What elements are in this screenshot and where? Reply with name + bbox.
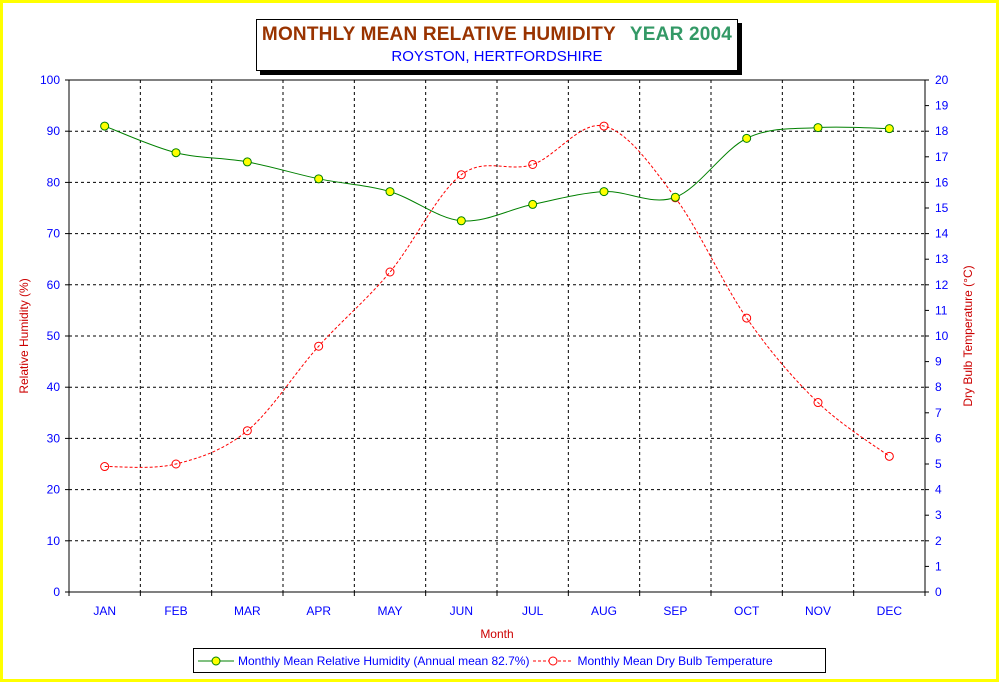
y2-tick-label: 18 bbox=[935, 124, 949, 138]
humidity-point bbox=[314, 174, 324, 184]
temperature-point bbox=[171, 459, 181, 469]
y2-tick-label: 1 bbox=[935, 559, 942, 573]
y2-tick-label: 11 bbox=[935, 303, 948, 317]
y-tick-label: 50 bbox=[47, 329, 61, 343]
legend-label-temperature: Monthly Mean Dry Bulb Temperature bbox=[577, 653, 773, 668]
x-tick-label: FEB bbox=[164, 604, 187, 618]
legend-label-humidity: Monthly Mean Relative Humidity (Annual m… bbox=[238, 653, 530, 668]
y-tick-label: 40 bbox=[47, 380, 61, 394]
legend-swatch-humidity bbox=[198, 656, 234, 665]
temperature-point bbox=[456, 170, 466, 180]
chart-title: MONTHLY MEAN RELATIVE HUMIDITY bbox=[261, 24, 616, 45]
chart-title-line: MONTHLY MEAN RELATIVE HUMIDITY YEAR 2004 bbox=[257, 24, 737, 46]
y2-tick-label: 5 bbox=[935, 457, 942, 471]
x-tick-label: DEC bbox=[877, 604, 903, 618]
y2-tick-label: 8 bbox=[935, 380, 942, 394]
chart-title-box: MONTHLY MEAN RELATIVE HUMIDITY YEAR 2004 … bbox=[256, 19, 738, 71]
y2-tick-label: 12 bbox=[935, 278, 949, 292]
y-tick-label: 60 bbox=[47, 278, 61, 292]
x-tick-label: JUN bbox=[450, 604, 473, 618]
humidity-point bbox=[385, 187, 395, 197]
temperature-point bbox=[742, 313, 752, 323]
y-axis-label: Relative Humidity (%) bbox=[17, 278, 31, 393]
humidity-point bbox=[884, 124, 894, 134]
chart-title-year: YEAR 2004 bbox=[629, 24, 733, 45]
y2-tick-label: 0 bbox=[935, 585, 942, 599]
x-tick-label: JAN bbox=[93, 604, 116, 618]
x-tick-label: SEP bbox=[663, 604, 687, 618]
temperature-point bbox=[385, 267, 395, 277]
y2-tick-label: 17 bbox=[935, 150, 949, 164]
y2-tick-label: 14 bbox=[935, 227, 949, 241]
y2-tick-label: 2 bbox=[935, 534, 942, 548]
y2-tick-label: 6 bbox=[935, 431, 942, 445]
y2-tick-label: 16 bbox=[935, 175, 949, 189]
y2-tick-label: 13 bbox=[935, 252, 949, 266]
series-line-humidity bbox=[104, 125, 890, 222]
chart-legend: Monthly Mean Relative Humidity (Annual m… bbox=[193, 648, 826, 673]
y-tick-label: 10 bbox=[47, 534, 61, 548]
y-tick-label: 100 bbox=[40, 73, 60, 87]
temperature-point bbox=[528, 159, 538, 169]
x-tick-label: NOV bbox=[805, 604, 831, 618]
y2-tick-label: 20 bbox=[935, 73, 949, 87]
temperature-point bbox=[813, 398, 823, 408]
y-tick-label: 80 bbox=[47, 175, 61, 189]
temperature-point bbox=[100, 462, 110, 472]
temperature-point bbox=[599, 121, 609, 131]
y-tick-label: 30 bbox=[47, 431, 61, 445]
x-tick-label: AUG bbox=[591, 604, 617, 618]
y2-axis-label: Dry Bulb Temperature (°C) bbox=[961, 265, 975, 406]
temperature-point bbox=[314, 341, 324, 351]
temperature-point bbox=[884, 451, 894, 461]
chart-subtitle: ROYSTON, HERTFORDSHIRE bbox=[391, 48, 603, 65]
humidity-point bbox=[528, 199, 538, 209]
x-tick-label: APR bbox=[306, 604, 331, 618]
humidity-point bbox=[813, 123, 823, 133]
y-tick-label: 90 bbox=[47, 124, 61, 138]
x-tick-label: MAR bbox=[234, 604, 261, 618]
x-tick-label: MAY bbox=[377, 604, 402, 618]
y2-tick-label: 19 bbox=[935, 99, 949, 113]
humidity-point bbox=[670, 192, 680, 202]
y2-tick-label: 4 bbox=[935, 483, 942, 497]
series-line-temperature bbox=[104, 125, 890, 468]
y2-tick-label: 9 bbox=[935, 355, 942, 369]
humidity-point bbox=[171, 148, 181, 158]
humidity-point bbox=[242, 157, 252, 167]
y2-tick-label: 7 bbox=[935, 406, 942, 420]
temperature-point bbox=[242, 426, 252, 436]
y2-tick-label: 15 bbox=[935, 201, 949, 215]
y-tick-label: 70 bbox=[47, 227, 61, 241]
humidity-point bbox=[456, 216, 466, 226]
x-tick-label: OCT bbox=[734, 604, 760, 618]
humidity-point bbox=[100, 121, 110, 131]
legend-swatch-temperature bbox=[533, 656, 574, 665]
humidity-point bbox=[599, 187, 609, 197]
y-tick-label: 0 bbox=[53, 585, 60, 599]
y2-tick-label: 10 bbox=[935, 329, 949, 343]
y-tick-label: 20 bbox=[47, 483, 61, 497]
y2-tick-label: 3 bbox=[935, 508, 942, 522]
x-axis-label: Month bbox=[480, 627, 513, 641]
x-tick-label: JUL bbox=[522, 604, 544, 618]
humidity-point bbox=[742, 133, 752, 143]
